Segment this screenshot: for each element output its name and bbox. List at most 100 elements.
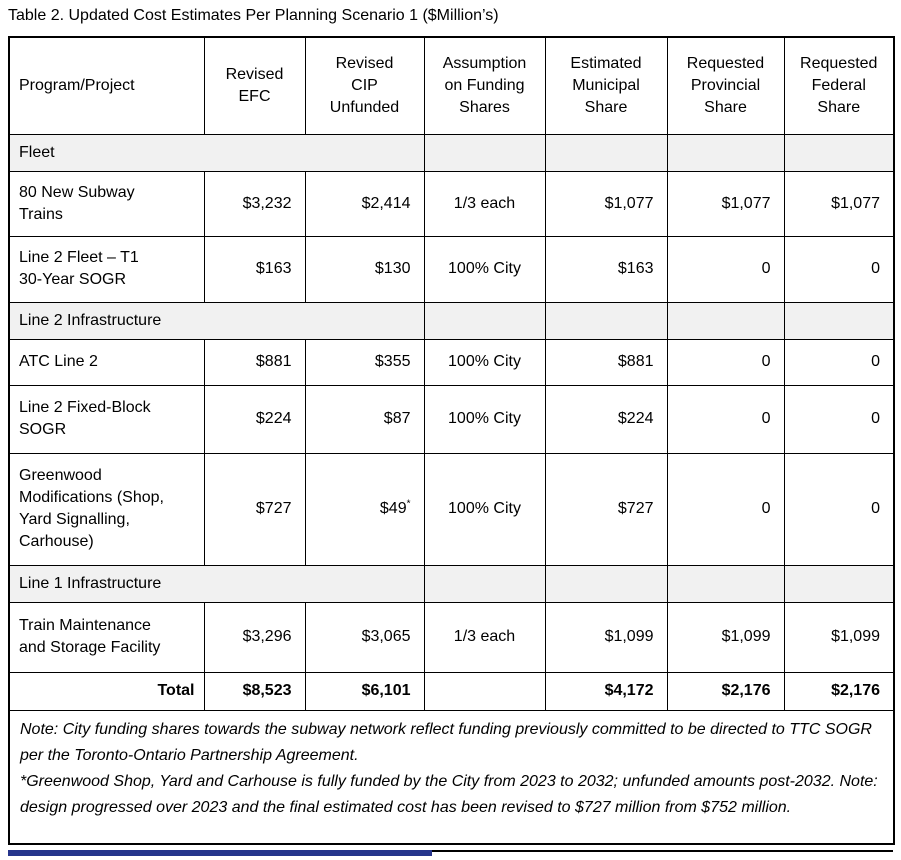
header-line: Shares — [459, 98, 510, 116]
partial-blue-bar — [8, 850, 432, 856]
header-line: Program/Project — [19, 76, 135, 94]
header-line: Requested — [686, 54, 765, 72]
section-row-line1-infrastructure: Line 1 Infrastructure — [8, 564, 895, 603]
municipal-share-cell: $163 — [544, 235, 668, 303]
empty-cell — [783, 564, 895, 603]
empty-cell — [544, 133, 668, 172]
federal-share-cell: 0 — [783, 235, 895, 303]
header-line: Estimated — [570, 54, 642, 72]
provincial-share-cell: $1,077 — [666, 170, 785, 237]
column-header-funding-assumption: Assumption on Funding Shares — [423, 36, 546, 135]
municipal-share-cell: $224 — [544, 384, 668, 454]
program-line: and Storage Facility — [19, 639, 161, 656]
column-header-revised-efc: Revised EFC — [203, 36, 306, 135]
program-cell: 80 New Subway Trains — [8, 170, 205, 237]
funding-assumption-cell: 100% City — [423, 384, 546, 454]
revised-efc-cell: $3,296 — [203, 601, 306, 673]
table-row: Line 2 Fixed-Block SOGR $224 $87 100% Ci… — [8, 384, 895, 454]
revised-cip-value: $49 — [379, 500, 407, 517]
revised-efc-cell: $3,232 — [203, 170, 306, 237]
empty-cell — [423, 301, 546, 340]
provincial-share-cell: $1,099 — [666, 601, 785, 673]
header-line: Provincial — [690, 76, 761, 94]
program-line: ATC Line 2 — [19, 353, 98, 370]
funding-assumption-cell: 1/3 each — [423, 170, 546, 237]
program-line: Greenwood — [19, 467, 102, 484]
next-table-partial-edge — [8, 850, 893, 860]
table-caption: Table 2. Updated Cost Estimates Per Plan… — [8, 7, 499, 24]
section-label: Fleet — [8, 133, 425, 172]
note-paragraph-greenwood-footnote: *Greenwood Shop, Yard and Carhouse is fu… — [20, 772, 878, 816]
provincial-share-cell: 0 — [666, 452, 785, 566]
table-row: Train Maintenance and Storage Facility $… — [8, 601, 895, 673]
funding-assumption-cell: 1/3 each — [423, 601, 546, 673]
revised-efc-cell: $727 — [203, 452, 306, 566]
empty-cell — [423, 564, 546, 603]
total-municipal-share-cell: $4,172 — [544, 671, 668, 711]
section-label: Line 1 Infrastructure — [8, 564, 425, 603]
header-line: Assumption — [442, 54, 527, 72]
header-line: Municipal — [572, 76, 640, 94]
revised-cip-cell: $87 — [304, 384, 425, 454]
header-line: EFC — [238, 87, 271, 105]
empty-cell — [544, 301, 668, 340]
column-header-municipal-share: Estimated Municipal Share — [544, 36, 668, 135]
total-label: Total — [8, 671, 205, 711]
cost-estimates-table: Program/Project Revised EFC Revised CIP … — [8, 36, 895, 845]
federal-share-cell: 0 — [783, 384, 895, 454]
federal-share-cell: $1,099 — [783, 601, 895, 673]
revised-cip-cell: $3,065 — [304, 601, 425, 673]
table-row: Greenwood Modifications (Shop, Yard Sign… — [8, 452, 895, 566]
funding-assumption-cell: 100% City — [423, 235, 546, 303]
table-row: 80 New Subway Trains $3,232 $2,414 1/3 e… — [8, 170, 895, 237]
empty-cell — [423, 133, 546, 172]
revised-cip-cell: $355 — [304, 338, 425, 386]
revised-efc-cell: $881 — [203, 338, 306, 386]
column-header-revised-cip-unfunded: Revised CIP Unfunded — [304, 36, 425, 135]
total-federal-share-cell: $2,176 — [783, 671, 895, 711]
federal-share-cell: 0 — [783, 338, 895, 386]
header-row: Program/Project Revised EFC Revised CIP … — [8, 36, 895, 135]
program-cell: Line 2 Fixed-Block SOGR — [8, 384, 205, 454]
header-line: Share — [704, 98, 747, 116]
program-line: Train Maintenance — [19, 617, 151, 634]
program-line: Line 2 Fleet – T1 — [19, 249, 139, 266]
federal-share-cell: 0 — [783, 452, 895, 566]
column-header-provincial-share: Requested Provincial Share — [666, 36, 785, 135]
header-line: Revised — [225, 65, 284, 83]
section-row-line2-infrastructure: Line 2 Infrastructure — [8, 301, 895, 340]
program-line: Modifications (Shop, — [19, 489, 164, 506]
program-line: 30-Year SOGR — [19, 271, 127, 288]
program-line: Yard Signalling, — [19, 511, 130, 528]
column-header-program: Program/Project — [8, 36, 205, 135]
empty-cell — [783, 301, 895, 340]
next-table-top-border — [8, 850, 893, 852]
empty-cell — [666, 301, 785, 340]
header-line: Federal — [811, 76, 866, 94]
funding-assumption-cell: 100% City — [423, 452, 546, 566]
program-line: SOGR — [19, 421, 67, 438]
total-funding-assumption-cell — [423, 671, 546, 711]
program-line: Carhouse) — [19, 533, 94, 550]
empty-cell — [666, 564, 785, 603]
program-cell: Line 2 Fleet – T1 30-Year SOGR — [8, 235, 205, 303]
empty-cell — [783, 133, 895, 172]
empty-cell — [544, 564, 668, 603]
table-row: Line 2 Fleet – T1 30-Year SOGR $163 $130… — [8, 235, 895, 303]
program-cell: Greenwood Modifications (Shop, Yard Sign… — [8, 452, 205, 566]
funding-assumption-cell: 100% City — [423, 338, 546, 386]
revised-efc-cell: $224 — [203, 384, 306, 454]
program-line: Trains — [19, 205, 63, 223]
header-line: Unfunded — [329, 98, 400, 116]
header-line: Revised — [335, 54, 394, 72]
table-row: ATC Line 2 $881 $355 100% City $881 0 0 — [8, 338, 895, 386]
total-row: Total $8,523 $6,101 $4,172 $2,176 $2,176 — [8, 671, 895, 711]
header-line: Share — [584, 98, 628, 116]
note-paragraph-funding-shares: Note: City funding shares towards the su… — [20, 720, 872, 764]
provincial-share-cell: 0 — [666, 338, 785, 386]
program-line: Line 2 Fixed-Block — [19, 399, 151, 416]
footnote-marker: * — [406, 498, 411, 510]
total-revised-cip-cell: $6,101 — [304, 671, 425, 711]
municipal-share-cell: $1,077 — [544, 170, 668, 237]
